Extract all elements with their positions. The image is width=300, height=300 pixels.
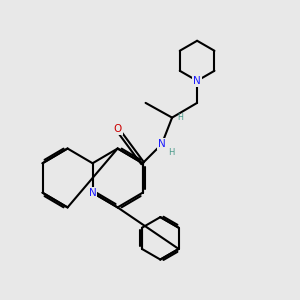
Text: N: N xyxy=(158,139,166,149)
Text: N: N xyxy=(89,188,97,198)
Text: H: H xyxy=(177,113,183,122)
Text: O: O xyxy=(113,124,122,134)
Text: H: H xyxy=(168,148,175,157)
Text: N: N xyxy=(193,76,201,86)
